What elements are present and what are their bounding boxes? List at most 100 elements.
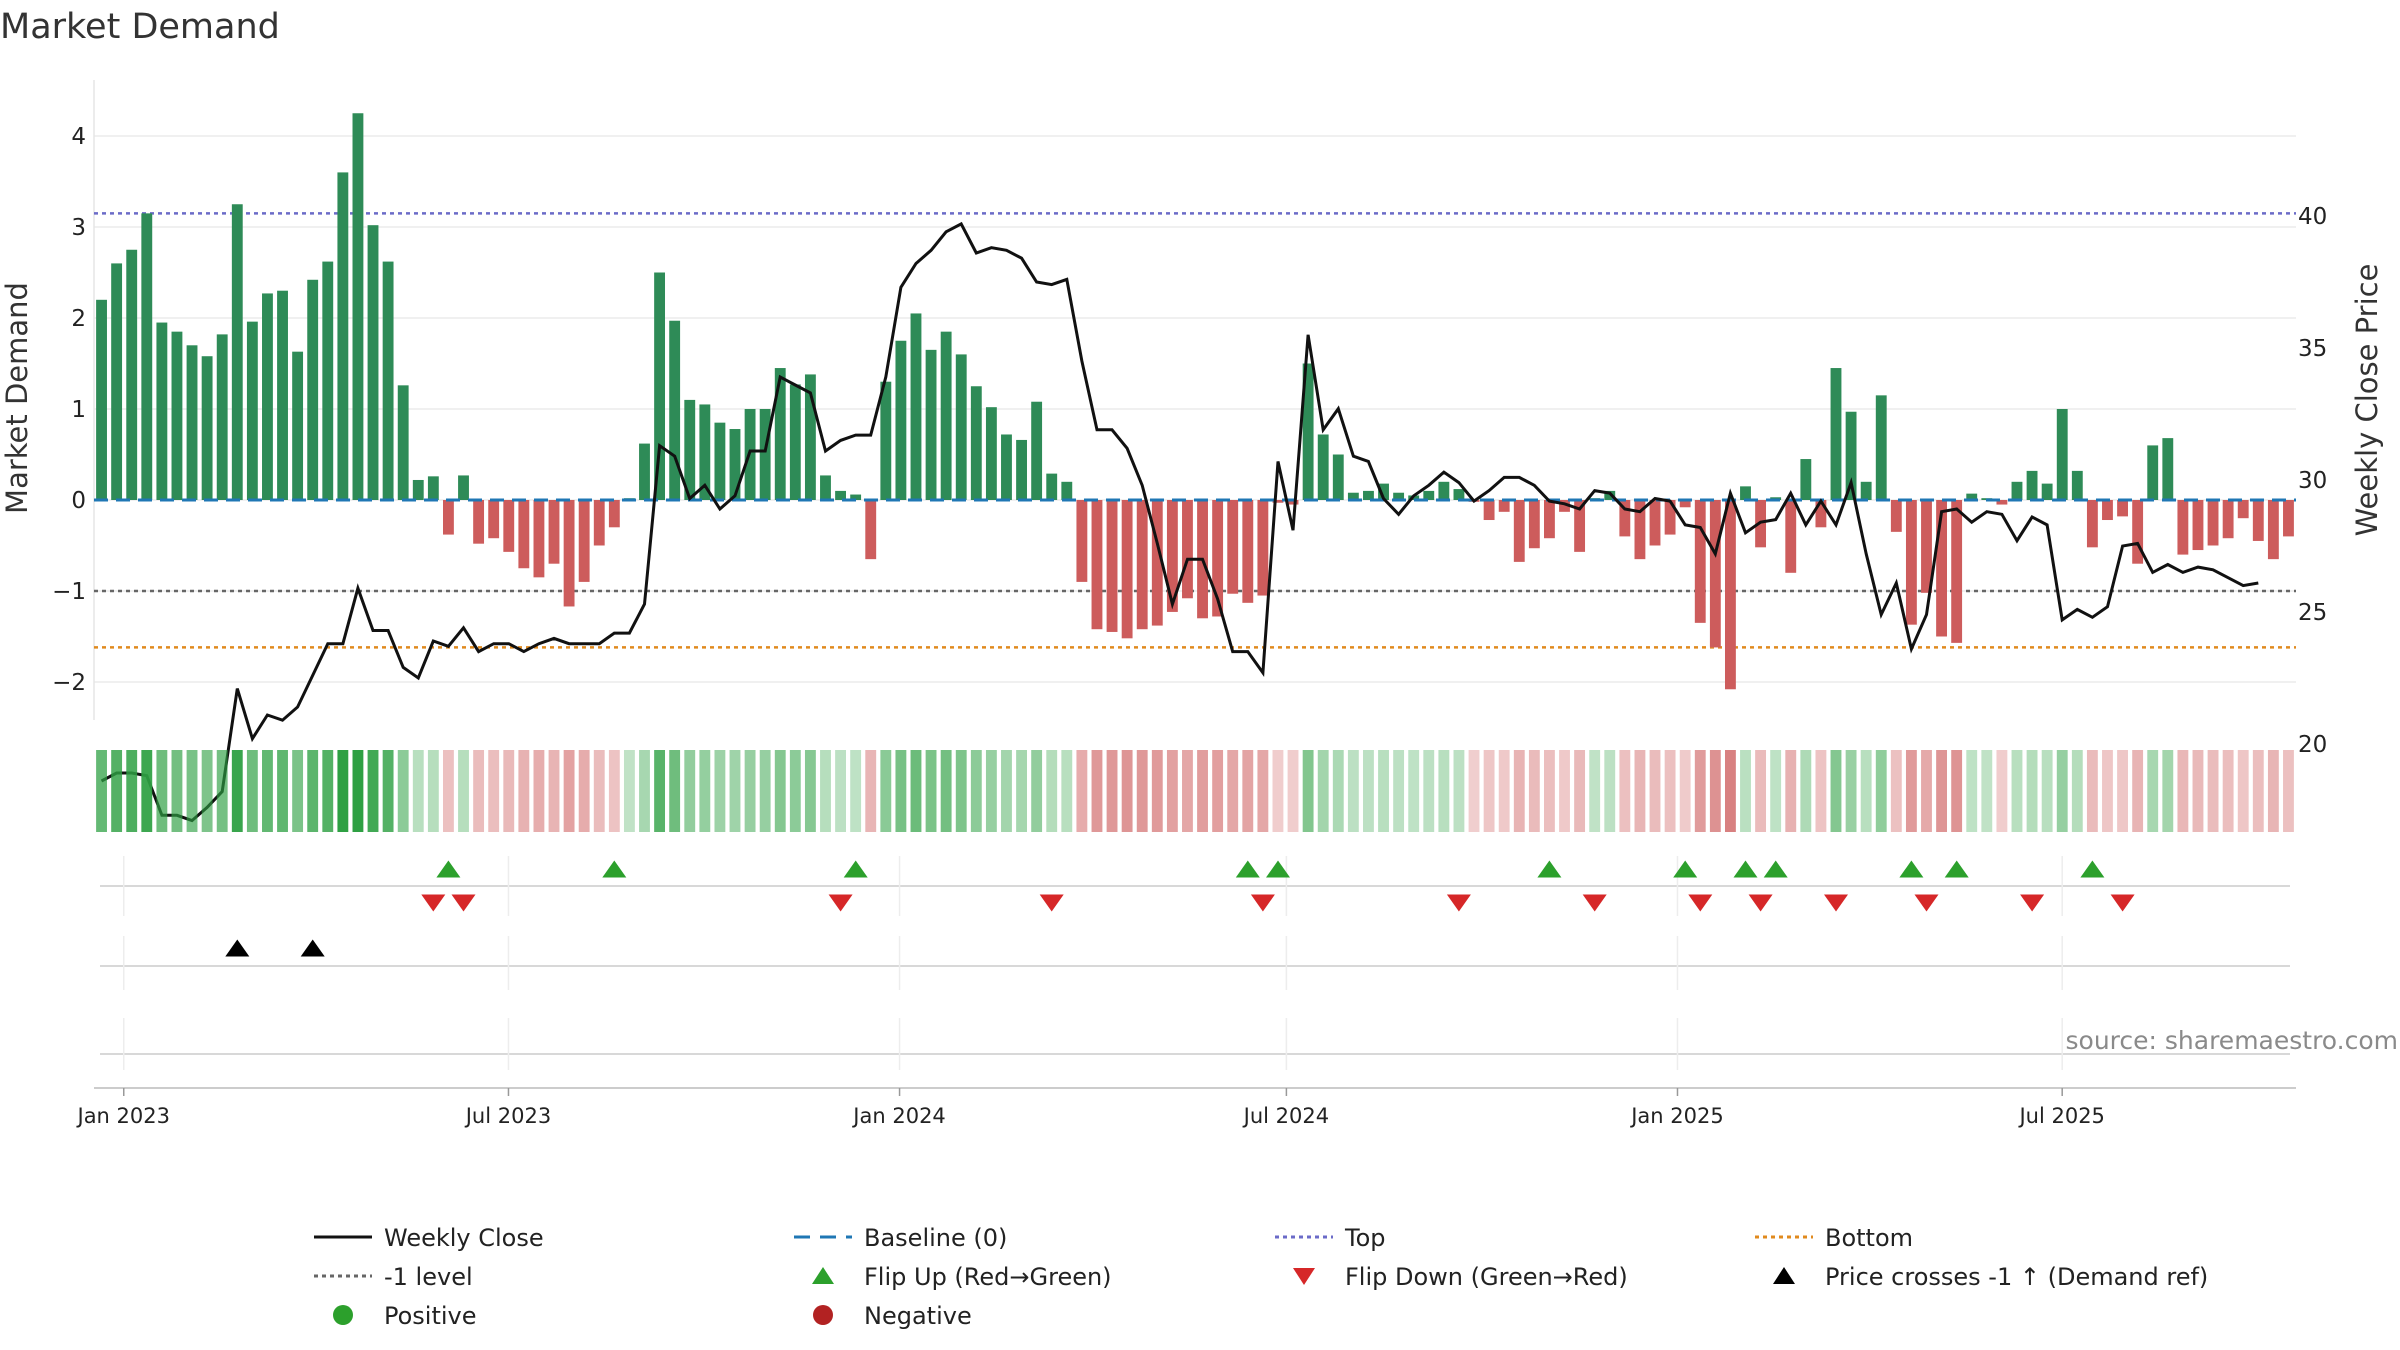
demand-bar <box>1257 500 1269 596</box>
demand-bar <box>865 500 877 560</box>
demand-bar <box>322 261 334 500</box>
x-tick-label: Jan 2024 <box>851 1104 946 1128</box>
y-tick-label: −2 <box>52 670 86 696</box>
heat-cell <box>1317 750 1329 832</box>
demand-bar <box>880 381 892 500</box>
heat-cell <box>1031 750 1043 832</box>
heat-cell <box>126 750 138 832</box>
demand-bar <box>307 279 319 500</box>
legend-item-close: Weekly Close <box>314 1224 544 1252</box>
heat-cell <box>1378 750 1389 832</box>
legend-label: Bottom <box>1825 1224 1913 1252</box>
demand-bar <box>201 356 213 500</box>
demand-bar <box>608 500 620 528</box>
flip-down-marker <box>2110 894 2135 912</box>
x-tick-label: Jul 2023 <box>464 1104 551 1128</box>
heat-cell <box>171 750 183 832</box>
demand-bar <box>820 475 831 500</box>
demand-bar <box>2207 500 2219 546</box>
demand-bar <box>1604 490 1616 500</box>
heat-cell <box>925 750 937 832</box>
heat-cell <box>488 750 500 832</box>
demand-bar <box>1709 500 1721 648</box>
heat-cell <box>1905 750 1917 832</box>
flip-down-marker <box>1914 894 1939 912</box>
demand-bar <box>1740 486 1751 500</box>
demand-bar <box>367 225 379 500</box>
heat-cell <box>382 750 394 832</box>
demand-bar <box>2132 500 2144 564</box>
demand-bar <box>412 479 424 500</box>
heat-cell <box>804 750 816 832</box>
heat-cell <box>2102 750 2113 832</box>
heat-cell <box>2026 750 2038 832</box>
demand-bar <box>473 500 485 544</box>
demand-heat-strip <box>96 750 2294 832</box>
heat-cell <box>1136 750 1148 832</box>
heat-cell <box>985 750 997 832</box>
heat-cell <box>2192 750 2204 832</box>
demand-bar <box>1166 500 1178 612</box>
flip-up-marker <box>1537 860 1562 878</box>
heat-cell <box>639 750 650 832</box>
flip-up-marker <box>843 860 868 878</box>
demand-bar <box>1905 500 1917 625</box>
heat-cell <box>216 750 228 832</box>
demand-bar <box>563 500 575 607</box>
flip-down-marker <box>1446 894 1471 912</box>
heat-cell <box>1302 750 1314 832</box>
heat-cell <box>1528 750 1540 832</box>
heat-cell <box>729 750 741 832</box>
demand-bar <box>141 213 153 500</box>
heat-cell <box>789 750 801 832</box>
heat-cell <box>623 750 635 832</box>
heat-cell <box>1921 750 1932 832</box>
heat-cell <box>201 750 213 832</box>
source-note: source: sharemaestro.com <box>2066 1026 2399 1055</box>
heat-cell <box>1860 750 1872 832</box>
legend-label: Baseline (0) <box>864 1224 1007 1252</box>
demand-bar <box>156 322 168 500</box>
demand-bar <box>759 409 771 500</box>
heat-cell <box>458 750 469 832</box>
heat-cell <box>111 750 123 832</box>
heat-cell <box>910 750 922 832</box>
y-tick-label: 0 <box>71 488 86 514</box>
heat-cell <box>1483 750 1495 832</box>
demand-bar <box>216 334 228 500</box>
heat-cell <box>1679 750 1691 832</box>
y2-axis-ticks: 40 35 30 25 20 <box>2298 204 2327 758</box>
demand-bar <box>1996 500 2008 505</box>
heat-cell <box>1197 750 1208 832</box>
legend-item-bottom: Bottom <box>1755 1224 1913 1252</box>
legend-label: Flip Down (Green→Red) <box>1345 1263 1628 1291</box>
demand-bar <box>1016 439 1027 500</box>
heat-cell <box>2222 750 2234 832</box>
flip-down-marker <box>828 894 853 912</box>
demand-bar <box>1438 481 1450 500</box>
heat-cell <box>2147 750 2159 832</box>
heat-cell <box>2071 750 2083 832</box>
heat-cell <box>654 750 666 832</box>
demand-bar <box>277 290 288 500</box>
legend-label: Positive <box>384 1302 477 1330</box>
demand-bar <box>1544 500 1555 539</box>
demand-bar <box>1785 500 1797 573</box>
demand-bar <box>397 385 409 500</box>
heat-cell <box>503 750 515 832</box>
demand-bar <box>774 368 786 500</box>
legend-item-negative: Negative <box>813 1302 972 1330</box>
y-axis-ticks: 4 3 2 1 0 −1 −2 <box>52 124 86 696</box>
demand-bar <box>1332 454 1344 500</box>
x-axis-ticks: Jan 2023 Jul 2023 Jan 2024 Jul 2024 Jan 2025… <box>76 1087 2296 1128</box>
heat-cell <box>156 750 168 832</box>
demand-bar <box>1800 459 1812 500</box>
demand-bar <box>940 331 952 500</box>
flip-down-marker <box>451 894 476 912</box>
legend-item-flip-down: Flip Down (Green→Red) <box>1293 1263 1628 1291</box>
heat-cell <box>367 750 379 832</box>
heat-cell <box>1423 750 1435 832</box>
heat-cell <box>1724 750 1736 832</box>
demand-bar <box>458 475 469 500</box>
heat-cell <box>548 750 560 832</box>
